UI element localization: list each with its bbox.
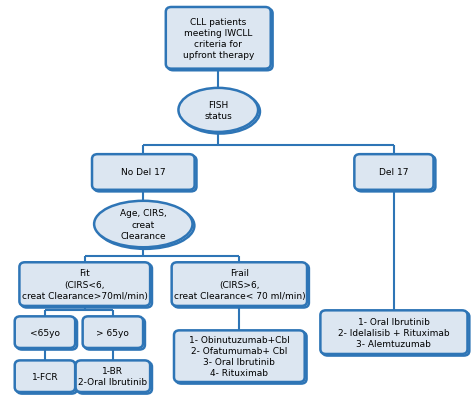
FancyBboxPatch shape — [77, 362, 152, 394]
FancyBboxPatch shape — [19, 262, 150, 306]
Ellipse shape — [180, 90, 260, 134]
Text: Frail
(CIRS>6,
creat Clearance< 70 ml/min): Frail (CIRS>6, creat Clearance< 70 ml/mi… — [173, 269, 305, 300]
FancyBboxPatch shape — [15, 317, 75, 348]
FancyBboxPatch shape — [320, 311, 467, 354]
FancyBboxPatch shape — [322, 312, 469, 356]
FancyBboxPatch shape — [17, 362, 77, 394]
FancyBboxPatch shape — [174, 330, 305, 382]
Text: 1-FCR: 1-FCR — [32, 372, 58, 381]
FancyBboxPatch shape — [76, 360, 150, 392]
FancyBboxPatch shape — [172, 262, 307, 306]
Text: Del 17: Del 17 — [379, 168, 409, 177]
FancyBboxPatch shape — [176, 332, 307, 384]
Text: 1- Oral Ibrutinib
2- Idelalisib + Rituximab
3- Alemtuzumab: 1- Oral Ibrutinib 2- Idelalisib + Rituxi… — [338, 317, 450, 348]
Text: CLL patients
meeting IWCLL
criteria for
upfront therapy: CLL patients meeting IWCLL criteria for … — [182, 18, 254, 60]
FancyBboxPatch shape — [15, 360, 75, 392]
Text: FISH
status: FISH status — [204, 100, 232, 121]
Text: <65yo: <65yo — [30, 328, 60, 337]
FancyBboxPatch shape — [355, 155, 434, 190]
Text: 1-BR
2-Oral Ibrutinib: 1-BR 2-Oral Ibrutinib — [78, 366, 147, 386]
Ellipse shape — [178, 89, 258, 132]
Text: Age, CIRS,
creat
Clearance: Age, CIRS, creat Clearance — [120, 209, 167, 240]
FancyBboxPatch shape — [92, 155, 195, 190]
Text: > 65yo: > 65yo — [96, 328, 129, 337]
FancyBboxPatch shape — [356, 156, 436, 192]
FancyBboxPatch shape — [82, 317, 143, 348]
FancyBboxPatch shape — [17, 318, 77, 350]
Text: 1- Obinutuzumab+Cbl
2- Ofatumumab+ Cbl
3- Oral Ibrutinib
4- Rituximab: 1- Obinutuzumab+Cbl 2- Ofatumumab+ Cbl 3… — [189, 335, 290, 377]
Ellipse shape — [94, 201, 192, 247]
Text: No Del 17: No Del 17 — [121, 168, 165, 177]
Text: Fit
(CIRS<6,
creat Clearance>70ml/min): Fit (CIRS<6, creat Clearance>70ml/min) — [22, 269, 148, 300]
FancyBboxPatch shape — [21, 264, 152, 308]
Ellipse shape — [96, 203, 194, 249]
FancyBboxPatch shape — [94, 156, 197, 192]
FancyBboxPatch shape — [168, 10, 273, 71]
FancyBboxPatch shape — [173, 264, 309, 308]
FancyBboxPatch shape — [84, 318, 145, 350]
FancyBboxPatch shape — [166, 8, 271, 70]
